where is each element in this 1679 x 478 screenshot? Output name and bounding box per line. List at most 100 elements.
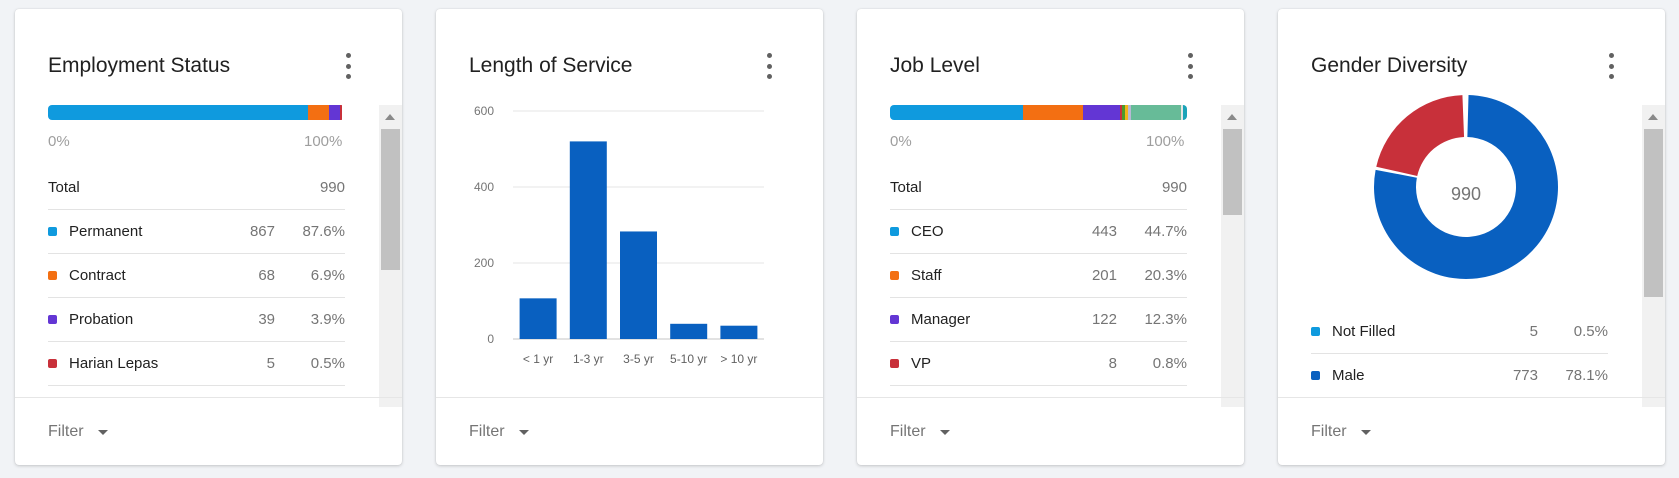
item-count: 5 <box>1529 323 1538 340</box>
list-item[interactable]: VP 8 0.8% <box>890 342 1187 386</box>
item-count: 8 <box>1108 355 1117 372</box>
card-footer: Filter <box>15 397 402 465</box>
gender-list: Not Filled 5 0.5% Male 773 78.1% <box>1311 310 1608 398</box>
scale-min-label: 0% <box>48 133 70 150</box>
list-item[interactable]: Harian Lepas 5 0.5% <box>48 342 345 386</box>
item-label: VP <box>911 355 932 372</box>
total-label: Total <box>890 179 922 196</box>
item-percent: 3.9% <box>310 311 345 328</box>
item-count: 39 <box>258 311 275 328</box>
item-count: 5 <box>266 355 275 372</box>
x-tick-label: 1-3 yr <box>573 352 604 366</box>
list-item[interactable]: CEO 443 44.7% <box>890 210 1187 254</box>
bar-segment <box>1119 105 1122 120</box>
item-percent: 0.8% <box>1152 355 1187 372</box>
more-options-icon[interactable] <box>1601 53 1621 79</box>
scrollbar-thumb[interactable] <box>381 129 400 270</box>
item-label: Harian Lepas <box>69 355 159 372</box>
scrollbar-thumb[interactable] <box>1644 129 1663 297</box>
bar-segment <box>48 105 309 120</box>
bar-segment <box>890 105 1023 120</box>
item-count: 201 <box>1091 267 1117 284</box>
legend-swatch <box>48 227 57 236</box>
filter-dropdown[interactable]: Filter <box>1311 423 1371 441</box>
list-item[interactable]: Not Filled 5 0.5% <box>1311 310 1608 354</box>
bar-segment <box>1127 105 1131 120</box>
scroll-up-arrow-icon[interactable] <box>1227 114 1237 120</box>
filter-label: Filter <box>48 423 84 440</box>
bar[interactable] <box>670 323 708 339</box>
bar-segment <box>328 105 341 120</box>
card-title: Job Level <box>890 54 980 77</box>
legend-swatch <box>890 227 899 236</box>
scroll-up-arrow-icon[interactable] <box>385 114 395 120</box>
list-item[interactable]: Staff 201 20.3% <box>890 254 1187 298</box>
filter-dropdown[interactable]: Filter <box>469 423 529 441</box>
item-count: 122 <box>1091 311 1117 328</box>
item-percent: 87.6% <box>302 223 345 240</box>
list-item[interactable]: Contract 68 6.9% <box>48 254 345 298</box>
card-footer: Filter <box>436 397 823 465</box>
bar-segment <box>1130 105 1182 120</box>
item-percent: 12.3% <box>1144 311 1187 328</box>
bar[interactable] <box>620 231 657 339</box>
filter-label: Filter <box>469 423 505 440</box>
item-count: 443 <box>1091 223 1117 240</box>
scrollbar[interactable] <box>1642 105 1665 407</box>
y-tick-label: 0 <box>487 332 494 346</box>
scale-max-label: 100% <box>304 133 343 150</box>
caret-down-icon <box>518 429 529 435</box>
card-body: 0% 100% Total 990 Permanent 867 87.6% Co… <box>15 95 402 407</box>
item-percent: 0.5% <box>310 355 345 372</box>
total-row: Total 990 <box>890 166 1187 210</box>
card-title: Employment Status <box>48 54 231 77</box>
card-body: 990 Not Filled 5 0.5% Male 773 78.1% <box>1278 95 1665 407</box>
list-item[interactable]: Manager 122 12.3% <box>890 298 1187 342</box>
more-options-icon[interactable] <box>759 53 779 79</box>
item-percent: 0.5% <box>1573 323 1608 340</box>
total-value: 990 <box>319 179 345 196</box>
bar[interactable] <box>569 141 607 339</box>
item-count: 773 <box>1512 367 1538 384</box>
bar-segment <box>1124 105 1128 120</box>
stacked-bar <box>48 105 345 120</box>
total-label: Total <box>48 179 80 196</box>
item-label: Contract <box>69 267 126 284</box>
filter-dropdown[interactable]: Filter <box>890 423 950 441</box>
legend-swatch <box>48 315 57 324</box>
status-list: Total 990 Permanent 867 87.6% Contract 6… <box>48 166 345 386</box>
stacked-bar <box>890 105 1187 120</box>
donut-slice[interactable] <box>1376 95 1465 176</box>
item-count: 68 <box>258 267 275 284</box>
more-options-icon[interactable] <box>1180 53 1200 79</box>
filter-label: Filter <box>1311 423 1347 440</box>
list-item[interactable]: Permanent 867 87.6% <box>48 210 345 254</box>
bar[interactable] <box>519 298 557 339</box>
item-label: Manager <box>911 311 971 328</box>
bar-segment <box>1181 105 1184 120</box>
scrollbar-thumb[interactable] <box>1223 129 1242 215</box>
scrollbar[interactable] <box>379 105 402 407</box>
legend-swatch <box>890 271 899 280</box>
bar-segment <box>1183 105 1187 120</box>
list-item[interactable]: Probation 39 3.9% <box>48 298 345 342</box>
scroll-up-arrow-icon[interactable] <box>1648 114 1658 120</box>
list-item[interactable]: Male 773 78.1% <box>1311 354 1608 398</box>
legend-swatch <box>890 359 899 368</box>
donut-slice[interactable] <box>1374 95 1558 279</box>
y-tick-label: 200 <box>474 256 494 270</box>
gender-diversity-card: Gender Diversity 990 Not Filled 5 0.5% M… <box>1278 9 1665 465</box>
length-of-service-chart: 0 200 400 600 < 1 yr 1-3 yr 3-5 yr 5-10 yr > 10 … <box>474 104 764 366</box>
donut-center-total: 990 <box>1451 184 1481 204</box>
more-options-icon[interactable] <box>338 53 358 79</box>
card-footer: Filter <box>1278 397 1665 465</box>
bar[interactable] <box>720 325 758 339</box>
bar-segment <box>1083 105 1120 120</box>
item-percent: 6.9% <box>310 267 345 284</box>
item-label: CEO <box>911 223 944 240</box>
item-label: Permanent <box>69 223 143 240</box>
scrollbar[interactable] <box>1221 105 1244 407</box>
filter-dropdown[interactable]: Filter <box>48 423 108 441</box>
scale-max-label: 100% <box>1146 133 1185 150</box>
legend-swatch <box>48 271 57 280</box>
